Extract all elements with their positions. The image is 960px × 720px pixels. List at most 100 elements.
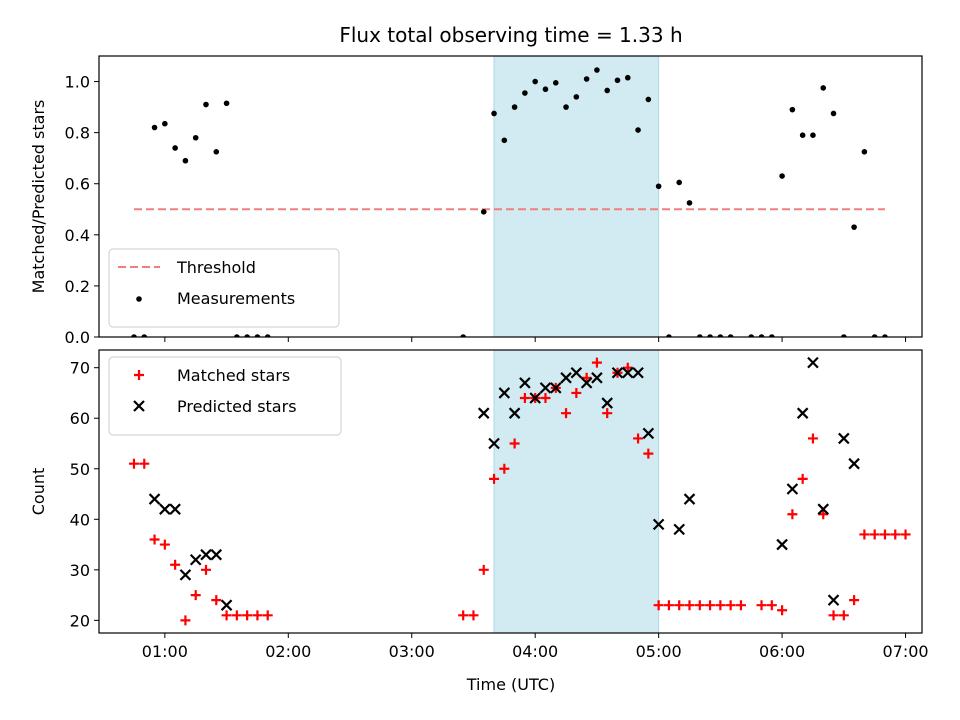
- predicted-star-point: [189, 553, 202, 566]
- measurement-point: [182, 157, 189, 164]
- measurement-point: [655, 183, 662, 190]
- matched-star-point: [190, 590, 201, 601]
- measurement-point: [480, 209, 487, 215]
- measurement-point: [810, 132, 816, 138]
- matched-star-point: [571, 387, 582, 398]
- measurement-point: [799, 132, 806, 138]
- predicted-star-point: [210, 548, 223, 561]
- matched-star-point: [458, 610, 469, 621]
- predicted-star-point: [642, 427, 655, 440]
- matched-star-point: [231, 610, 242, 621]
- matched-star-point: [159, 539, 170, 550]
- matched-star-point: [252, 610, 263, 621]
- legend-swatch: [133, 400, 145, 412]
- measurement-point: [830, 110, 837, 117]
- legend-swatch: [136, 296, 142, 302]
- measurement-point: [511, 104, 518, 110]
- predicted-star-point: [200, 548, 212, 561]
- predicted-star-point: [673, 523, 685, 536]
- x-tick-label: 05:00: [636, 642, 682, 661]
- matched-star-point: [591, 357, 602, 368]
- matched-star-point: [828, 610, 839, 621]
- y-tick-label: 0.4: [65, 226, 90, 245]
- matched-star-point: [478, 564, 489, 575]
- matched-star-point: [715, 600, 726, 611]
- measurement-point: [614, 77, 621, 84]
- measurement-point: [696, 334, 703, 337]
- measurement-point: [583, 76, 590, 82]
- measurement-point: [254, 334, 261, 337]
- y-tick-label: 1.0: [65, 73, 90, 92]
- measurement-point: [882, 334, 888, 337]
- measurement-point: [131, 334, 137, 337]
- predicted-star-point: [776, 538, 788, 551]
- measurement-point: [532, 78, 538, 85]
- predicted-star-point: [601, 397, 613, 409]
- matched-star-point: [149, 534, 160, 545]
- x-tick-label: 03:00: [389, 642, 435, 661]
- y-tick-label: 30: [70, 561, 90, 580]
- matched-star-point: [602, 408, 613, 419]
- legend-entry-label: Threshold: [176, 258, 256, 277]
- matched-star-point: [128, 458, 139, 469]
- measurement-point: [213, 148, 220, 155]
- predicted-star-point: [796, 407, 809, 419]
- measurement-point: [552, 80, 559, 86]
- legend-entry-label: Matched stars: [177, 366, 290, 385]
- measurement-point: [203, 101, 209, 108]
- matched-star-point: [787, 509, 798, 520]
- matched-star-point: [674, 600, 685, 611]
- predicted-star-point: [519, 377, 531, 389]
- y-tick-label: 0.6: [65, 175, 90, 194]
- predicted-star-point: [817, 503, 830, 515]
- matched-star-point: [694, 600, 705, 611]
- measurement-point: [172, 145, 178, 151]
- x-axis-label: Time (UTC): [466, 675, 555, 694]
- ratio-panel: 0.0 0.2 0.4 0.6 0.8 1.0 Matched/Predicted star…: [29, 55, 923, 347]
- predicted-star-point: [807, 356, 819, 369]
- measurement-point: [151, 124, 158, 131]
- predicted-star-point: [179, 569, 192, 581]
- matched-star-point: [684, 600, 695, 611]
- matched-star-point: [211, 595, 222, 606]
- measurement-point: [779, 173, 785, 179]
- predicted-star-point: [488, 437, 500, 450]
- legend-entry-label: Measurements: [177, 289, 295, 308]
- matched-star-point: [489, 473, 500, 484]
- matched-star-point: [221, 610, 232, 621]
- matched-star-point: [849, 595, 860, 606]
- matched-star-point: [869, 529, 880, 540]
- measurement-point: [624, 74, 631, 81]
- predicted-star-point: [529, 392, 541, 404]
- matched-star-point: [797, 473, 808, 484]
- matched-star-point: [818, 509, 829, 520]
- matched-star-point: [622, 362, 633, 373]
- matched-star-point: [180, 615, 191, 626]
- predicted-star-point: [148, 493, 161, 505]
- measurement-point: [491, 110, 497, 117]
- measurement-point: [707, 334, 713, 337]
- measurement-point: [594, 67, 600, 73]
- predicted-star-point: [611, 366, 624, 379]
- matched-star-point: [766, 600, 777, 611]
- observing-window-highlight: [493, 55, 660, 338]
- measurement-point: [748, 334, 755, 337]
- matched-star-point: [890, 529, 901, 540]
- predicted-star-point: [622, 366, 634, 379]
- measurement-point: [841, 334, 847, 337]
- matched-star-point: [262, 610, 273, 621]
- x-tick-label: 02:00: [265, 642, 311, 661]
- matched-star-point: [540, 393, 551, 404]
- measurement-point: [460, 334, 466, 337]
- predicted-star-point: [570, 366, 583, 379]
- predicted-star-point: [560, 372, 572, 384]
- predicted-star-point: [632, 366, 644, 379]
- measurement-point: [851, 224, 857, 230]
- measurement-point: [573, 94, 580, 100]
- chart-title: Flux total observing time = 1.33 h: [339, 23, 682, 47]
- matched-star-point: [879, 529, 890, 540]
- predicted-star-point: [220, 599, 233, 611]
- y-axis-label: Matched/Predicted stars: [29, 100, 48, 294]
- measurement-point: [758, 334, 765, 337]
- measurement-point: [727, 334, 734, 337]
